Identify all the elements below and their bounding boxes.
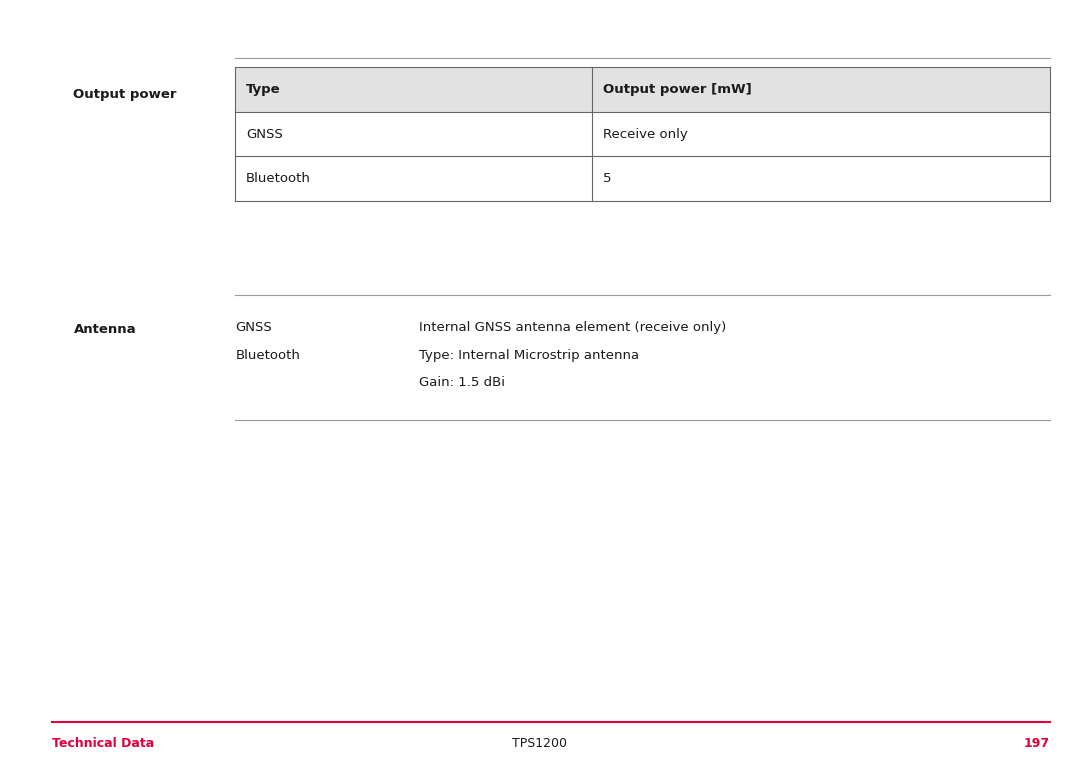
Text: Antenna: Antenna [73, 323, 136, 336]
Text: Technical Data: Technical Data [52, 737, 154, 749]
Text: Bluetooth: Bluetooth [246, 172, 311, 185]
Text: Internal GNSS antenna element (receive only): Internal GNSS antenna element (receive o… [419, 322, 726, 334]
Text: Receive only: Receive only [603, 128, 687, 140]
Text: Type: Type [246, 83, 281, 96]
Bar [235, 67, 1050, 112]
Text: Gain: 1.5 dBi: Gain: 1.5 dBi [419, 377, 505, 389]
Text: Output power: Output power [73, 89, 177, 101]
Text: Type: Internal Microstrip antenna: Type: Internal Microstrip antenna [419, 349, 639, 362]
Text: Bluetooth: Bluetooth [235, 349, 300, 362]
Text: 197: 197 [1024, 737, 1050, 749]
Text: TPS1200: TPS1200 [513, 737, 567, 749]
Text: GNSS: GNSS [235, 322, 272, 334]
Text: GNSS: GNSS [246, 128, 283, 140]
Text: 5: 5 [603, 172, 611, 185]
Text: Output power [mW]: Output power [mW] [603, 83, 752, 96]
